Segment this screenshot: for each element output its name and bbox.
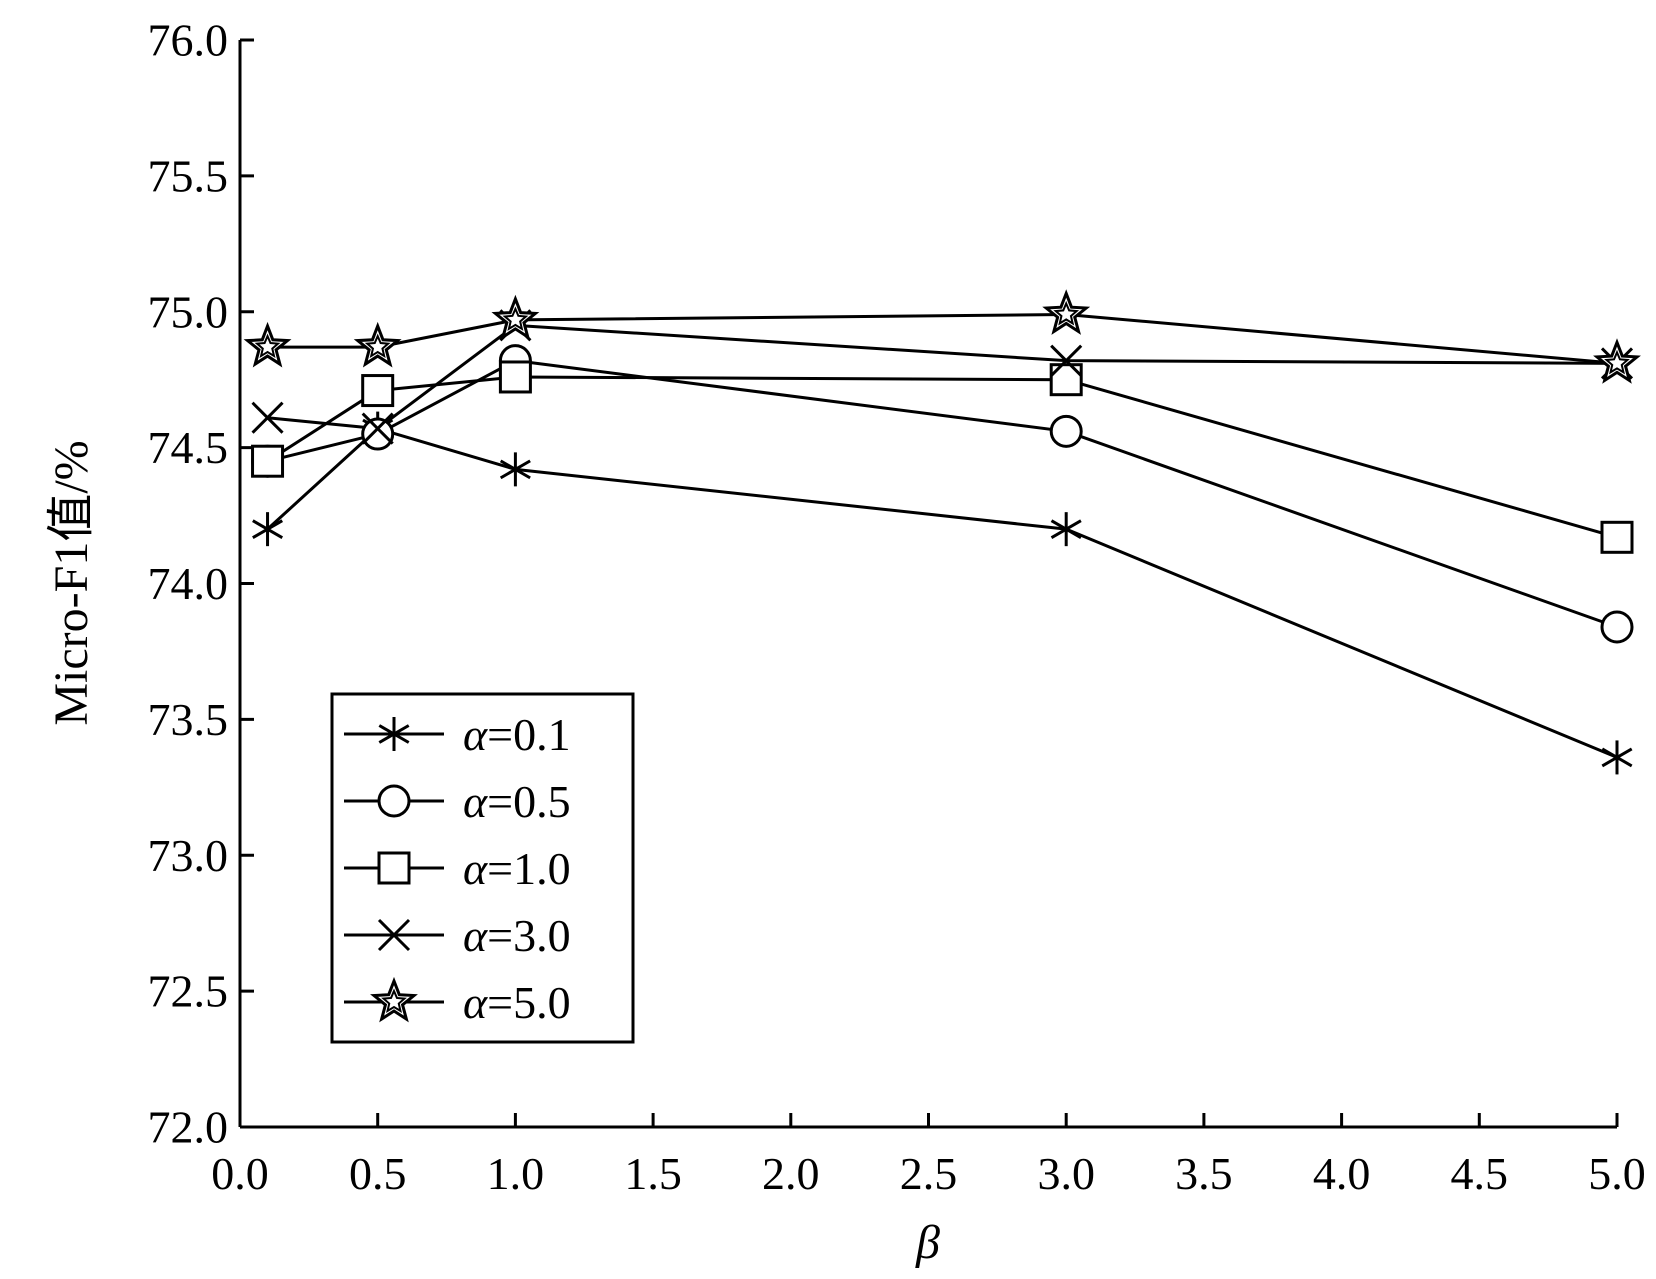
y-tick-label: 74.5 [148,422,229,473]
x-tick-label: 1.0 [487,1148,545,1199]
legend-marker [377,851,411,885]
x-tick-label: 3.0 [1037,1148,1095,1199]
series-2-point [1600,610,1634,644]
series-5-point [491,294,540,341]
x-tick-label: 5.0 [1588,1148,1646,1199]
x-tick-label: 2.0 [762,1148,820,1199]
series-5-point [1042,289,1091,335]
legend-symbol: α [463,843,488,894]
x-tick-label: 1.5 [624,1148,682,1199]
x-tick-label: 2.5 [900,1148,958,1199]
series-5-point [1593,338,1641,384]
series-1-point [1601,740,1633,775]
series-2-point [361,417,395,451]
series-5-point [243,321,292,368]
series-1-point [1050,512,1082,547]
legend-value: =1.0 [487,843,570,894]
series-line-5 [267,312,1618,365]
series-5-point [353,321,402,368]
y-ticks: 72.0 72.5 73.0 73.5 74.0 74.5 75.0 75.5 76.0 [148,15,254,1153]
y-tick-label: 72.5 [148,966,229,1017]
x-tick-label: 0.0 [211,1148,269,1199]
y-tick-label: 76.0 [148,15,229,66]
series-layer [243,289,1641,775]
y-tick-label: 72.0 [148,1102,229,1153]
x-axis-title: β [915,1216,940,1269]
series-1-point [252,512,284,547]
y-tick-label: 75.0 [148,286,229,337]
legend-value: =3.0 [487,910,570,961]
legend-value: =0.5 [487,776,570,827]
x-tick-label: 0.5 [349,1148,407,1199]
x-ticks: 0.0 0.5 1.0 1.5 2.0 2.5 3.0 3.5 4.0 4.5 5.0 [211,1113,1646,1199]
series-4-point [361,412,394,445]
legend: α=0.1α=0.5α=1.0α=3.0α=5.0 [330,692,635,1044]
series-3-point [1600,520,1634,554]
legend-symbol: α [463,776,488,827]
series-4-point [1050,344,1083,377]
y-tick-label: 75.5 [148,150,229,201]
legend-label: α=0.5 [463,776,571,827]
legend-marker [370,976,418,1023]
series-3-point [498,360,532,394]
y-tick-label: 74.0 [148,558,229,609]
legend-value: =5.0 [487,977,570,1028]
legend-label: α=5.0 [463,977,571,1028]
legend-marker [377,784,411,818]
series-4-point [251,401,284,434]
x-tick-label: 4.5 [1451,1148,1509,1199]
legend-label: α=3.0 [463,910,571,961]
legend-label: α=0.1 [463,709,571,760]
legend-marker [378,717,410,751]
x-tick-label: 3.5 [1175,1148,1233,1199]
y-axis-title: Micro-F1值/% [45,440,98,725]
legend-symbol: α [463,910,488,961]
legend-symbol: α [463,709,488,760]
series-2-point [1049,414,1083,448]
legend-marker [377,918,411,952]
series-line-4 [267,323,1618,431]
legend-symbol: α [463,977,488,1028]
x-tick-label: 4.0 [1313,1148,1371,1199]
series-line-2 [267,359,1618,629]
legend-value: =0.1 [487,709,570,760]
y-tick-label: 73.0 [148,830,229,881]
series-1-point [499,452,531,487]
series-3-point [251,444,285,478]
y-tick-label: 73.5 [148,694,229,745]
legend-label: α=1.0 [463,843,571,894]
series-3-point [361,374,395,408]
